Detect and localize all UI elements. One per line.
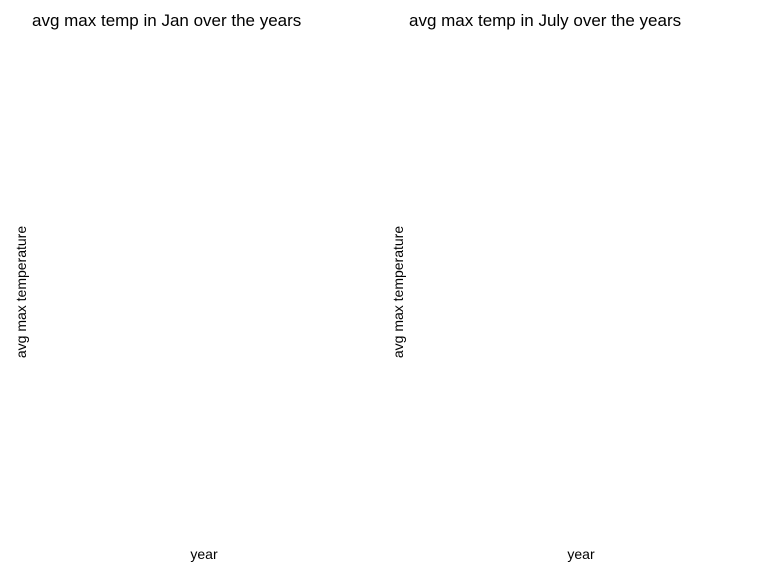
chart-title: avg max temp in Jan over the years xyxy=(32,11,302,30)
chart-panel-jan: avg max temp in Jan over the years avg m… xyxy=(0,0,377,576)
x-axis-label: year xyxy=(190,546,218,562)
x-axis-label: year xyxy=(567,546,595,562)
plot-area xyxy=(417,40,737,535)
y-axis-label: avg max temperature xyxy=(13,225,29,359)
y-axis-label: avg max temperature xyxy=(390,225,406,359)
chart-title: avg max temp in July over the years xyxy=(409,11,682,30)
chart-panel-july: avg max temp in July over the years avg … xyxy=(377,0,754,576)
plot-area xyxy=(40,40,360,535)
